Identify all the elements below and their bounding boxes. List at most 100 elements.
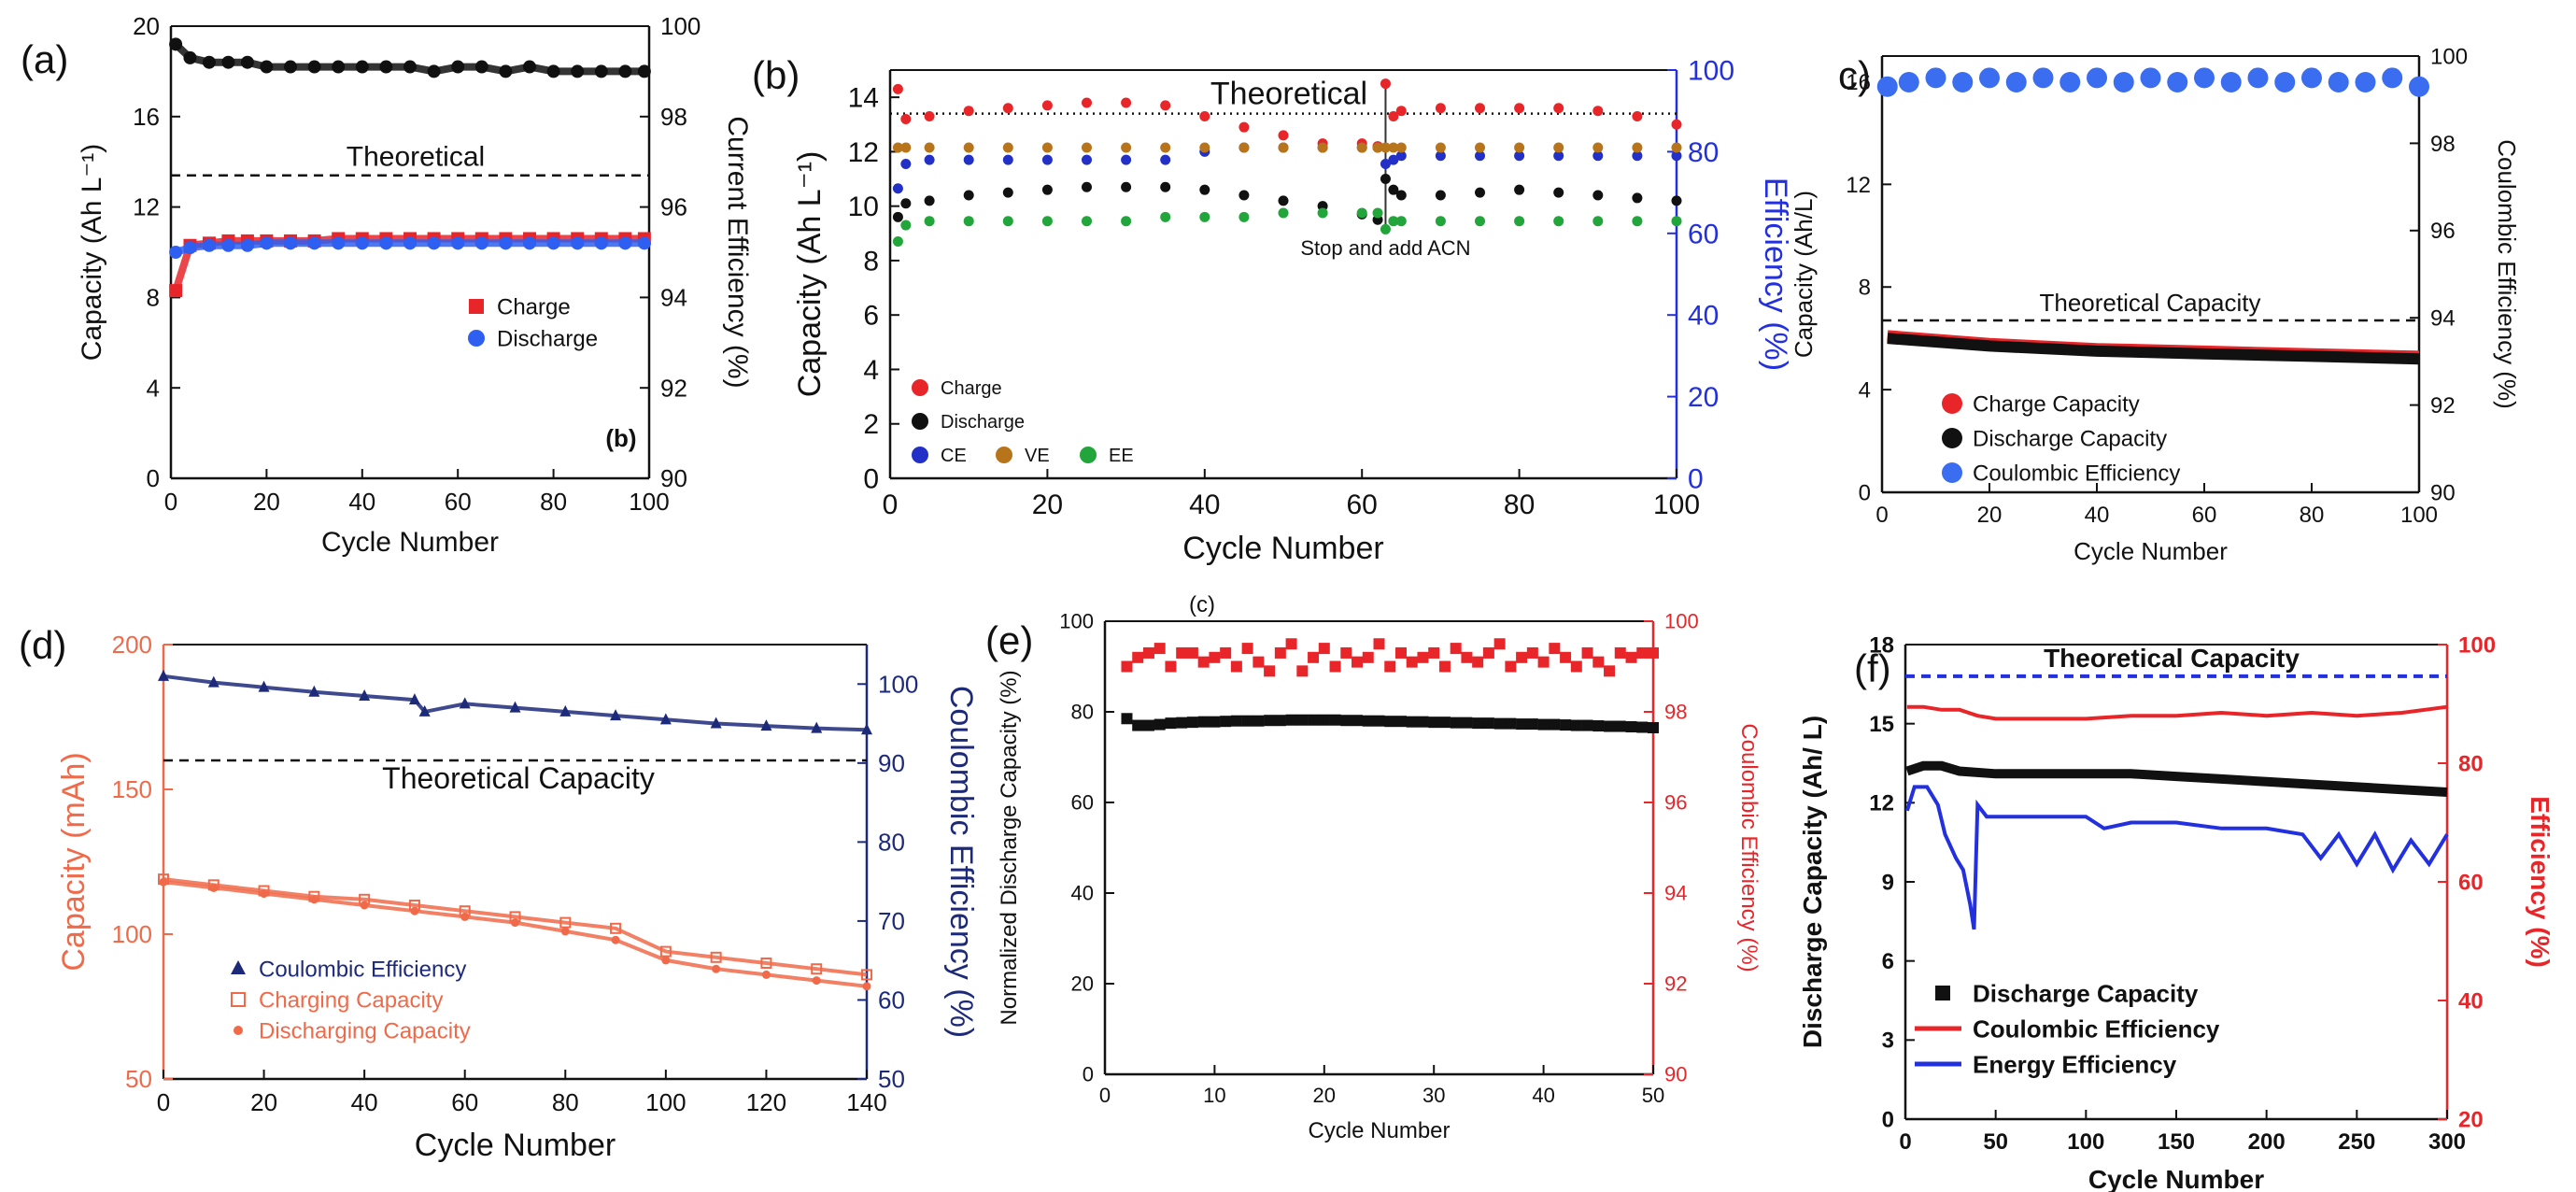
data-point bbox=[1592, 142, 1604, 153]
data-point bbox=[2409, 76, 2429, 97]
data-point bbox=[1435, 150, 1446, 162]
y2-tick-label: 20 bbox=[2458, 1107, 2484, 1132]
data-point bbox=[1082, 216, 1092, 227]
y-tick-label: 150 bbox=[112, 775, 152, 803]
y2-tick-label: 60 bbox=[2458, 870, 2484, 895]
y2-tick-label: 98 bbox=[1664, 701, 1687, 724]
data-point bbox=[1238, 121, 1250, 133]
y-tick-label: 8 bbox=[147, 284, 160, 312]
data-point bbox=[1082, 154, 1092, 165]
y2-tick-label: 90 bbox=[2430, 480, 2456, 505]
y-tick-label: 0 bbox=[1859, 480, 1871, 505]
data-point bbox=[1199, 111, 1210, 122]
data-point bbox=[1435, 216, 1446, 227]
series-line-coulombic-efficiency bbox=[1906, 704, 2448, 721]
data-point bbox=[1142, 646, 1154, 659]
legend-label: Discharge Capacity bbox=[1973, 427, 2167, 452]
y2-tick-label: 100 bbox=[660, 12, 701, 40]
inset-label: (c) bbox=[1189, 592, 1215, 617]
panel-label: (b) bbox=[752, 53, 800, 97]
y2-tick-label: 70 bbox=[878, 907, 905, 935]
data-point bbox=[1041, 154, 1053, 165]
y2-tick-label: 60 bbox=[1688, 219, 1719, 249]
data-point bbox=[1560, 651, 1572, 663]
y2-tick-label: 90 bbox=[878, 749, 905, 777]
y2-axis-title: Efficiency (%) bbox=[2526, 796, 2555, 968]
y-axis-title: Capacity (mAh) bbox=[56, 752, 92, 971]
data-point bbox=[1553, 103, 1564, 114]
reference-line-label: Theoretical Capacity bbox=[2044, 644, 2300, 673]
legend-label: Charge Capacity bbox=[1973, 392, 2140, 418]
y2-tick-label: 94 bbox=[2430, 306, 2456, 332]
y2-tick-label: 92 bbox=[1664, 972, 1687, 996]
y-axis-title: Capacity (Ah L⁻¹) bbox=[792, 151, 828, 398]
data-point bbox=[1614, 720, 1626, 732]
data-point bbox=[1435, 103, 1446, 114]
data-point bbox=[1482, 646, 1494, 659]
x-tick-label: 100 bbox=[2067, 1129, 2104, 1155]
data-point bbox=[1537, 656, 1550, 668]
data-point bbox=[1041, 216, 1053, 227]
data-point bbox=[1493, 717, 1506, 730]
x-axis-title: Cycle Number bbox=[2074, 537, 2228, 565]
data-point bbox=[924, 216, 935, 227]
legend-label: Discharging Capacity bbox=[259, 1019, 471, 1044]
y-tick-label: 15 bbox=[1869, 712, 1894, 737]
data-point bbox=[1230, 715, 1242, 727]
data-point bbox=[1362, 715, 1374, 727]
data-point bbox=[1671, 150, 1682, 162]
data-point bbox=[1154, 643, 1166, 655]
data-point bbox=[924, 142, 935, 153]
data-point bbox=[1318, 714, 1330, 726]
y-tick-label: 6 bbox=[1882, 949, 1894, 974]
x-tick-label: 40 bbox=[1189, 490, 1220, 520]
x-tick-label: 0 bbox=[164, 488, 177, 516]
data-point bbox=[1186, 646, 1198, 659]
data-point bbox=[1406, 716, 1418, 728]
data-point bbox=[1625, 651, 1637, 663]
data-point bbox=[963, 154, 974, 165]
data-point bbox=[1041, 100, 1053, 111]
y2-tick-label: 94 bbox=[1664, 882, 1687, 905]
data-point bbox=[900, 220, 912, 231]
data-point bbox=[2194, 67, 2215, 89]
data-point bbox=[1308, 651, 1320, 663]
data-point bbox=[1636, 721, 1649, 733]
data-point bbox=[1199, 211, 1210, 222]
series-trace bbox=[172, 234, 644, 292]
data-point bbox=[2220, 72, 2242, 93]
data-point bbox=[924, 111, 935, 122]
x-tick-label: 20 bbox=[1313, 1084, 1336, 1107]
data-point bbox=[1514, 103, 1525, 114]
data-point bbox=[1121, 154, 1132, 165]
data-point bbox=[900, 142, 912, 153]
data-point bbox=[1142, 719, 1154, 731]
data-point bbox=[1592, 150, 1604, 162]
y2-tick-label: 0 bbox=[1688, 464, 1704, 495]
data-point bbox=[1553, 187, 1564, 198]
y2-tick-label: 100 bbox=[878, 670, 918, 698]
data-point bbox=[1472, 656, 1484, 668]
data-point bbox=[1417, 716, 1429, 728]
data-point bbox=[1553, 150, 1564, 162]
panel-label: (e) bbox=[985, 618, 1033, 662]
legend-marker bbox=[1942, 428, 1962, 448]
data-point bbox=[1176, 717, 1188, 729]
data-point bbox=[1209, 716, 1221, 728]
y-tick-label: 9 bbox=[1882, 870, 1894, 895]
data-point bbox=[924, 154, 935, 165]
data-point bbox=[1278, 207, 1289, 219]
data-point bbox=[1199, 142, 1210, 153]
x-tick-label: 80 bbox=[1504, 490, 1535, 520]
data-point bbox=[1274, 646, 1286, 659]
data-point bbox=[1395, 216, 1407, 227]
data-point bbox=[1632, 192, 1643, 204]
x-tick-label: 20 bbox=[250, 1088, 277, 1116]
data-point bbox=[1121, 142, 1132, 153]
data-point bbox=[1380, 223, 1391, 234]
data-point bbox=[2328, 72, 2349, 93]
data-point bbox=[2059, 72, 2081, 93]
data-point bbox=[1352, 656, 1364, 668]
x-axis-title: Cycle Number bbox=[1182, 531, 1383, 566]
x-tick-label: 40 bbox=[2085, 503, 2110, 528]
